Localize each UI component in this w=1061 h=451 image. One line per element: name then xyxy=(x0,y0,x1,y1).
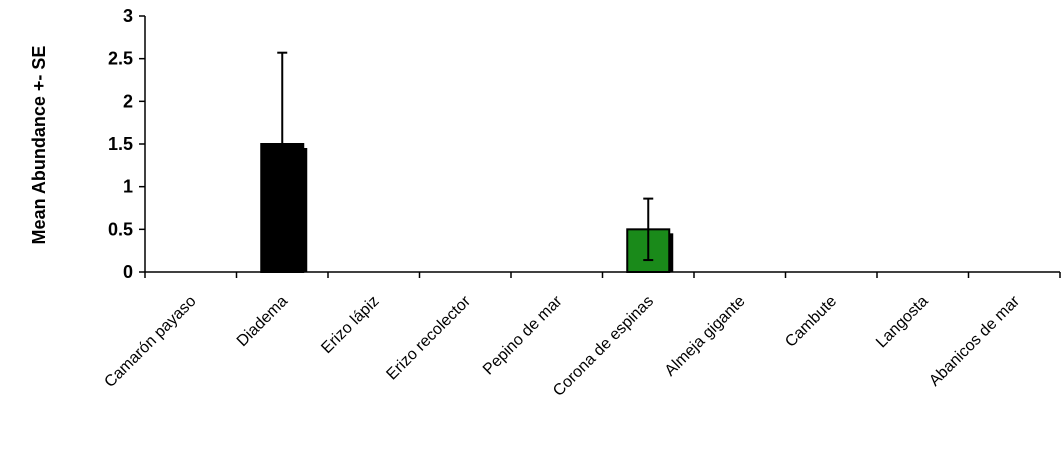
x-tick-label: Abanicos de mar xyxy=(926,292,1023,389)
y-tick-label: 0.5 xyxy=(108,219,133,239)
x-tick-label: Erizo recolector xyxy=(383,292,474,383)
x-tick-label: Camarón payaso xyxy=(101,293,199,391)
y-tick-label: 1.5 xyxy=(108,134,133,154)
error-bars-layer xyxy=(277,51,654,262)
y-tick-label: 2 xyxy=(123,91,133,111)
x-ticks-layer: Camarón payaso Diadema Erizo lápiz Erizo … xyxy=(101,272,1061,400)
y-tick-label: 1 xyxy=(123,177,133,197)
x-tick-label: Diadema xyxy=(234,293,291,350)
x-tick-label: Almeja gigante xyxy=(662,293,749,380)
y-tick-label: 3 xyxy=(123,6,133,26)
x-tick-label: Langosta xyxy=(873,293,932,352)
y-tick-label: 0 xyxy=(123,262,133,282)
x-tick-label: Erizo lápiz xyxy=(318,293,382,357)
x-tick-label: Cambute xyxy=(782,293,840,351)
x-tick-label: Pepino de mar xyxy=(480,292,566,378)
bars-layer xyxy=(260,143,674,273)
x-tick-label: Corona de espinas xyxy=(550,293,657,400)
y-axis-title: Mean Abundance +- SE xyxy=(29,46,49,245)
y-ticks-layer: 0 0.5 1 1.5 2 2.5 3 xyxy=(108,6,145,282)
y-tick-label: 2.5 xyxy=(108,49,133,69)
